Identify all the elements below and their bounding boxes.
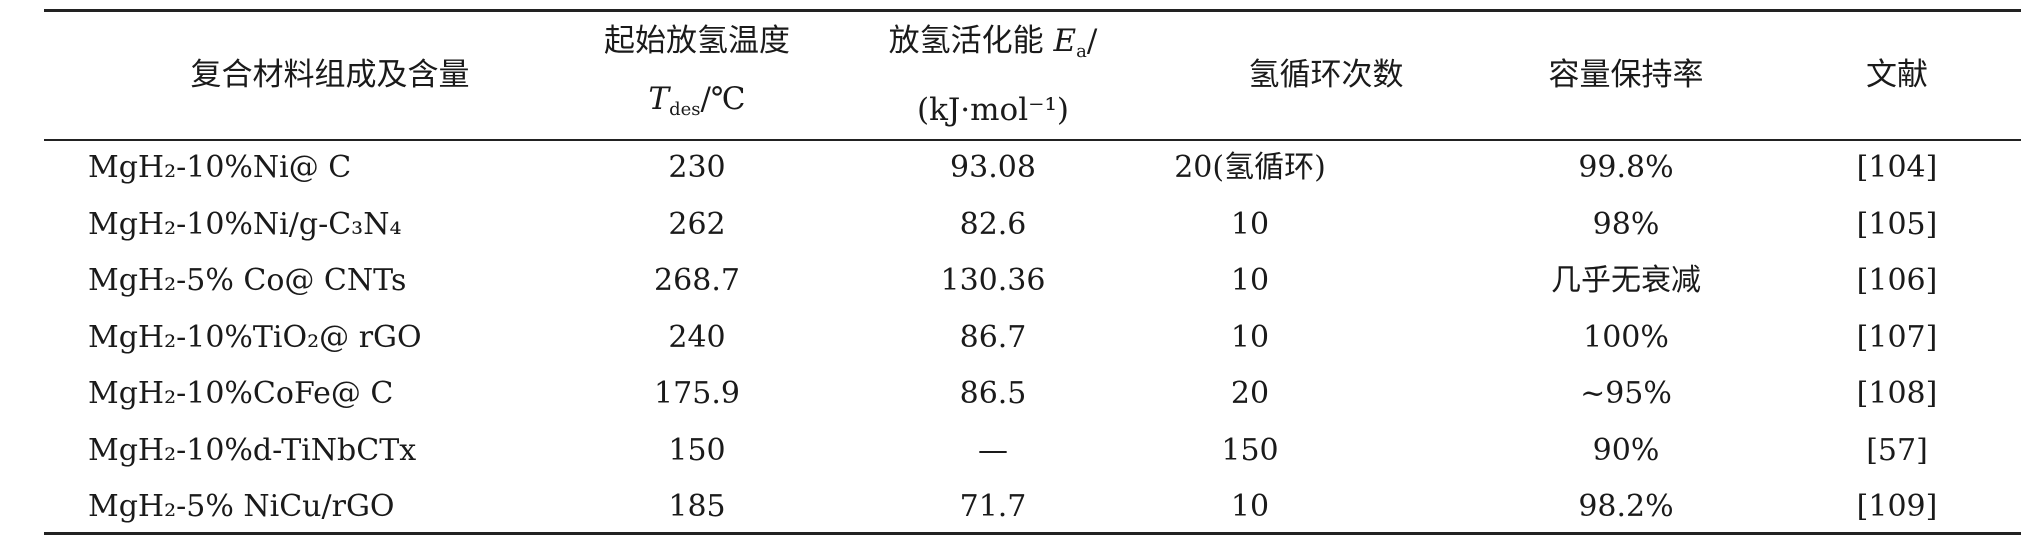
header-text: 复合材料组成及含量 xyxy=(190,57,470,93)
table-cell: 150 xyxy=(668,432,726,468)
table-cell: [57] xyxy=(1866,432,1928,468)
header-cell: 氢循环次数 xyxy=(1249,54,1404,96)
symbol: T xyxy=(648,81,670,117)
header-text: 氢循环次数 xyxy=(1248,57,1404,93)
table-cell: 240 xyxy=(668,319,726,355)
table-cell: [105] xyxy=(1856,206,1938,242)
table-cell: 10 xyxy=(1230,263,1270,298)
header-text: 起始放氢温度 xyxy=(604,23,790,59)
row-label: MgH₂-5% Co@ CNTs xyxy=(88,263,407,298)
row-label: MgH₂-10%CoFe@ C xyxy=(88,376,394,411)
table-cell: [109] xyxy=(1856,489,1938,524)
table-cell: 93.08 xyxy=(950,150,1036,185)
subscript: des xyxy=(669,99,701,120)
header-cell: 放氢活化能 Ea/ (kJ·mol⁻¹) xyxy=(889,20,1098,131)
table-cell: [104] xyxy=(1856,150,1938,185)
row-label: MgH₂-10%Ni/g-C₃N₄ xyxy=(88,206,402,242)
table-cell: 几乎无衰减 xyxy=(1551,263,1701,298)
table-cell: 10 xyxy=(1230,489,1270,524)
table-cell: 86.5 xyxy=(959,376,1027,411)
table-cell: 20(氢循环) xyxy=(1174,150,1326,185)
table-cell: 268.7 xyxy=(654,263,740,298)
header-text: 容量保持率 xyxy=(1548,57,1704,93)
table-cell: 10 xyxy=(1230,319,1270,355)
header-cell: 复合材料组成及含量 xyxy=(191,54,470,96)
table-cell: — xyxy=(978,432,1008,468)
table-cell: ~95% xyxy=(1580,376,1672,411)
symbol: E xyxy=(1053,23,1077,59)
header-unit: Tdes/℃ xyxy=(604,78,790,131)
table-cell: [108] xyxy=(1856,376,1938,411)
table-cell: [107] xyxy=(1856,319,1938,355)
bottom-rule xyxy=(44,532,2021,535)
table-cell: 150 xyxy=(1221,432,1279,468)
top-rule xyxy=(44,9,2021,12)
row-label: MgH₂-10%d-TiNbCTx xyxy=(88,432,417,468)
table-cell: 82.6 xyxy=(959,206,1027,242)
header-cell: 容量保持率 xyxy=(1549,54,1704,96)
header-cell: 起始放氢温度 Tdes/℃ xyxy=(604,20,790,131)
table-cell: 98.2% xyxy=(1578,489,1674,524)
table-cell: 86.7 xyxy=(959,319,1027,355)
table-cell: 99.8% xyxy=(1578,150,1674,185)
table-cell: 175.9 xyxy=(654,376,740,411)
subscript: a xyxy=(1076,41,1087,62)
table-cell: 262 xyxy=(668,206,726,242)
row-label: MgH₂-5% NiCu/rGO xyxy=(88,489,395,524)
table-cell: 100% xyxy=(1583,319,1669,355)
unit: / xyxy=(1086,23,1098,59)
table-cell: 98% xyxy=(1592,206,1660,242)
table-cell: 10 xyxy=(1230,206,1270,242)
table-cell: 20 xyxy=(1230,376,1270,411)
row-label: MgH₂-10%TiO₂@ rGO xyxy=(88,319,422,355)
table-cell: [106] xyxy=(1856,263,1938,298)
unit: /℃ xyxy=(700,81,746,117)
row-label: MgH₂-10%Ni@ C xyxy=(88,150,352,185)
table-cell: 185 xyxy=(668,489,726,524)
table-cell: 230 xyxy=(668,150,726,185)
header-text: 文献 xyxy=(1866,57,1928,93)
table-cell: 130.36 xyxy=(940,263,1046,298)
table-cell: 71.7 xyxy=(959,489,1027,524)
header-text: 放氢活化能 Ea/ xyxy=(889,20,1098,73)
header-text: 放氢活化能 xyxy=(888,23,1044,59)
header-unit: (kJ·mol⁻¹) xyxy=(916,92,1070,128)
header-rule xyxy=(44,139,2021,141)
table-cell: 90% xyxy=(1592,432,1660,468)
header-cell: 文献 xyxy=(1866,54,1928,96)
